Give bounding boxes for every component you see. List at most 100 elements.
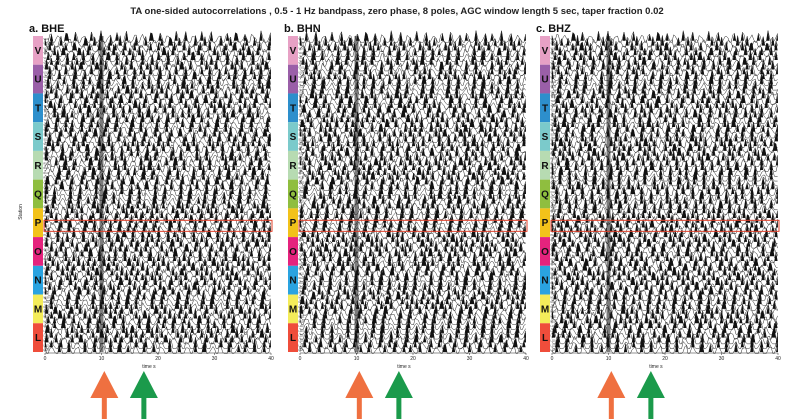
trace bbox=[299, 88, 526, 100]
group-letter: P bbox=[35, 218, 42, 229]
trace-fill bbox=[300, 289, 526, 300]
trace bbox=[299, 140, 526, 153]
highlight-box bbox=[550, 219, 780, 232]
trace bbox=[44, 40, 271, 53]
x-tick-label: 0 bbox=[44, 356, 47, 362]
station-label: O122 bbox=[551, 263, 558, 266]
station-label: N117 bbox=[44, 282, 50, 285]
group-band bbox=[33, 122, 43, 151]
trace-fill bbox=[45, 92, 271, 104]
trace bbox=[44, 284, 271, 297]
trace bbox=[299, 116, 526, 129]
trace bbox=[44, 150, 271, 163]
trace bbox=[299, 54, 526, 67]
x-tick-label: 20 bbox=[155, 356, 161, 362]
trace bbox=[299, 222, 526, 234]
trace bbox=[551, 35, 778, 48]
arrow-shaft bbox=[396, 392, 402, 419]
x-tick-label: 40 bbox=[268, 356, 274, 362]
trace-fill bbox=[45, 159, 271, 171]
station-label: N123 bbox=[44, 292, 50, 295]
trace bbox=[299, 78, 526, 91]
trace bbox=[299, 59, 526, 72]
station-label: O122 bbox=[299, 263, 306, 266]
trace bbox=[299, 202, 526, 215]
station-label: O119 bbox=[551, 258, 557, 261]
trace bbox=[299, 30, 526, 43]
trace bbox=[551, 279, 778, 292]
trace bbox=[299, 183, 526, 196]
trace bbox=[44, 107, 271, 120]
trace-fill bbox=[552, 40, 778, 51]
trace bbox=[299, 303, 526, 316]
trace bbox=[299, 164, 526, 177]
trace bbox=[44, 212, 271, 225]
trace bbox=[299, 336, 526, 349]
station-label: R116 bbox=[44, 172, 50, 175]
trace bbox=[299, 260, 526, 273]
group-letter: L bbox=[35, 333, 41, 344]
group-letter: O bbox=[541, 247, 549, 258]
station-label: L116 bbox=[299, 335, 305, 338]
group-band bbox=[288, 265, 298, 295]
trace bbox=[551, 154, 778, 167]
station-label: Q117 bbox=[299, 201, 305, 204]
station-label: R116 bbox=[299, 172, 305, 175]
trace bbox=[299, 246, 526, 259]
panel-label: a. BHE bbox=[29, 23, 64, 35]
panel-3: c. BHZVV100V103V106V109V112V115UU101U104… bbox=[536, 23, 781, 419]
arrow-head bbox=[384, 371, 413, 398]
x-tick-label: 40 bbox=[523, 356, 529, 362]
group-letter: R bbox=[34, 161, 42, 172]
station-label: U116 bbox=[299, 90, 305, 93]
trace bbox=[551, 102, 778, 115]
station-label: M124 bbox=[551, 320, 558, 323]
trace bbox=[551, 73, 778, 86]
group-letter: T bbox=[290, 103, 296, 114]
trace bbox=[551, 68, 778, 81]
station-label: M112 bbox=[44, 301, 50, 304]
group-letter: T bbox=[35, 103, 41, 114]
trace bbox=[44, 59, 271, 72]
group-letter: N bbox=[34, 276, 41, 287]
group-letter: T bbox=[542, 103, 548, 114]
trace bbox=[299, 169, 526, 182]
trace-fill bbox=[45, 30, 271, 41]
station-label: N123 bbox=[551, 292, 557, 295]
station-label: M109 bbox=[551, 296, 558, 299]
trace bbox=[551, 341, 778, 354]
station-label: T111 bbox=[44, 110, 50, 113]
panels: a. BHEVV100V103V106V109V112V115UU101U104… bbox=[18, 23, 781, 419]
group-letter: O bbox=[34, 247, 42, 258]
arrow-shaft bbox=[101, 392, 107, 419]
station-label: N111 bbox=[299, 272, 305, 275]
trace bbox=[299, 293, 526, 306]
station-label: N117 bbox=[551, 282, 557, 285]
group-band bbox=[288, 237, 298, 266]
trace bbox=[44, 264, 271, 278]
station-label: L122 bbox=[299, 344, 305, 347]
trace-fill bbox=[45, 193, 271, 204]
trace bbox=[551, 169, 778, 182]
trace-fill bbox=[300, 198, 526, 209]
group-letter: Q bbox=[34, 190, 42, 201]
trace bbox=[299, 341, 526, 354]
station-label: U116 bbox=[551, 90, 557, 93]
trace bbox=[299, 39, 526, 53]
trace-fill bbox=[300, 313, 526, 324]
trace bbox=[551, 193, 778, 206]
trace bbox=[299, 188, 526, 201]
trace bbox=[551, 188, 778, 201]
group-band bbox=[288, 150, 298, 180]
trace bbox=[299, 327, 526, 340]
trace bbox=[299, 174, 526, 187]
trace bbox=[551, 197, 778, 211]
trace-fill bbox=[552, 68, 778, 80]
trace bbox=[551, 49, 778, 62]
group-band bbox=[540, 93, 550, 123]
trace-fill bbox=[300, 260, 526, 271]
station-label: U104 bbox=[299, 71, 305, 74]
panel-label: c. BHZ bbox=[536, 23, 571, 35]
x-tick-label: 10 bbox=[99, 356, 105, 362]
trace bbox=[551, 59, 778, 72]
